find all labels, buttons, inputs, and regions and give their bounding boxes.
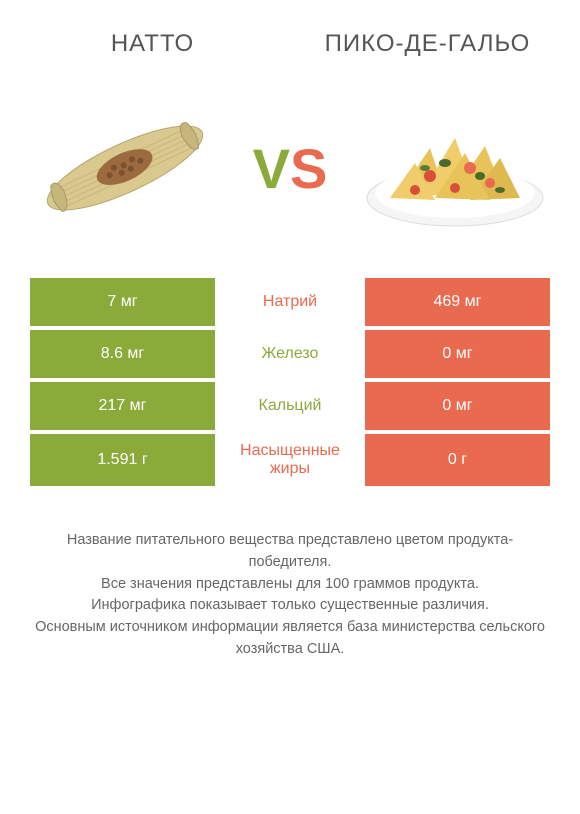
footer-line: Основным источником информации является … xyxy=(30,617,550,661)
nutrient-label: Железо xyxy=(215,330,365,378)
nutrient-label: Насыщенные жиры xyxy=(215,434,365,486)
left-value: 1.591 г xyxy=(30,434,215,486)
vs-letter-s: S xyxy=(290,137,327,200)
footer-text: Название питательного вещества представл… xyxy=(0,490,580,681)
nachos-icon xyxy=(360,98,550,238)
left-product-title: НАТТО xyxy=(40,30,265,58)
left-value: 7 мг xyxy=(30,278,215,326)
right-value: 0 мг xyxy=(365,330,550,378)
right-value: 0 г xyxy=(365,434,550,486)
natto-icon xyxy=(30,93,220,243)
right-value: 469 мг xyxy=(365,278,550,326)
right-product-image xyxy=(360,93,550,243)
vs-letter-v: V xyxy=(253,137,290,200)
nutrient-label: Кальций xyxy=(215,382,365,430)
footer-line: Инфографика показывает только существенн… xyxy=(30,595,550,617)
footer-line: Все значения представлены для 100 граммо… xyxy=(30,574,550,596)
table-row: 217 мг Кальций 0 мг xyxy=(30,382,550,430)
comparison-table: 7 мг Натрий 469 мг 8.6 мг Железо 0 мг 21… xyxy=(0,278,580,486)
table-row: 7 мг Натрий 469 мг xyxy=(30,278,550,326)
footer-line: Название питательного вещества представл… xyxy=(30,530,550,574)
nutrient-label: Натрий xyxy=(215,278,365,326)
left-value: 8.6 мг xyxy=(30,330,215,378)
right-product-title: ПИКО-ДЕ-ГАЛЬО xyxy=(315,30,540,58)
vs-label: VS xyxy=(253,136,328,201)
table-row: 1.591 г Насыщенные жиры 0 г xyxy=(30,434,550,486)
right-value: 0 мг xyxy=(365,382,550,430)
table-row: 8.6 мг Железо 0 мг xyxy=(30,330,550,378)
left-product-image xyxy=(30,93,220,243)
left-value: 217 мг xyxy=(30,382,215,430)
